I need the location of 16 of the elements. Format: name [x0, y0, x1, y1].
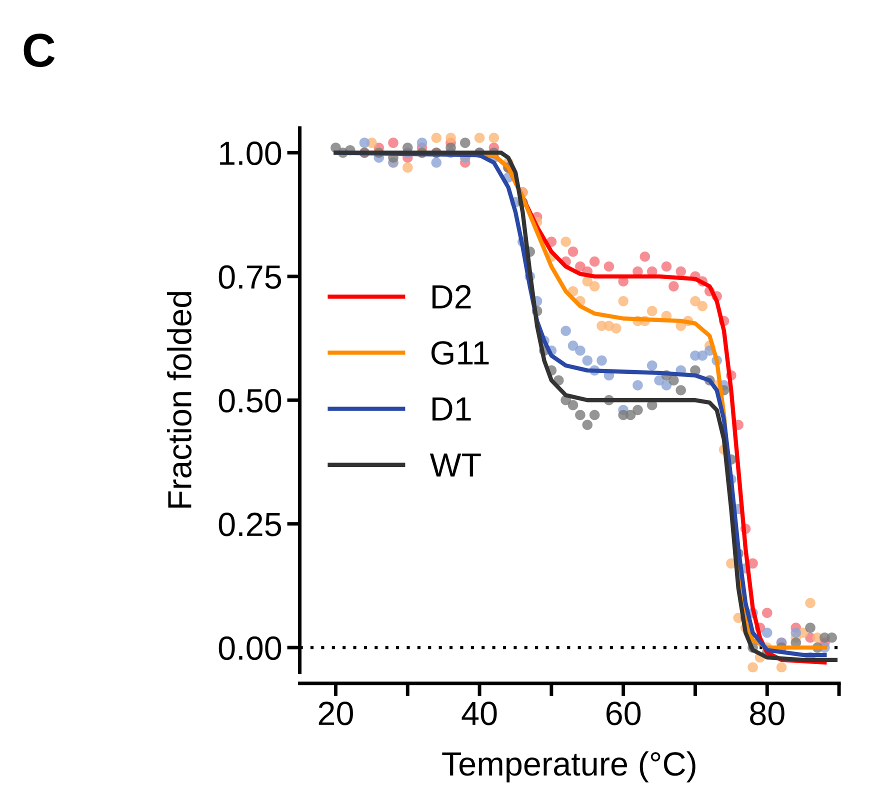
legend-label: G11	[431, 341, 489, 365]
y-tick-label: 0.75	[218, 265, 282, 289]
legend-label: D2	[432, 285, 471, 308]
x-axis-title: Temperature (°C)	[442, 751, 696, 782]
x-tick-label: 20	[318, 702, 353, 726]
text: C	[24, 34, 55, 68]
y-axis-title: Fraction folded	[167, 292, 192, 508]
y-tick-label: 1.00	[220, 142, 282, 166]
y-tick-label: 0.25	[218, 512, 282, 536]
x-tick-label: 40	[462, 702, 497, 726]
y-tick-label: 0.00	[218, 636, 282, 660]
x-tick-label: 60	[606, 702, 641, 726]
legend-label: WT	[430, 454, 481, 477]
x-tick-label: 80	[750, 702, 784, 726]
y-tick-label: 0.50	[218, 388, 282, 413]
legend-label: D1	[432, 398, 471, 420]
